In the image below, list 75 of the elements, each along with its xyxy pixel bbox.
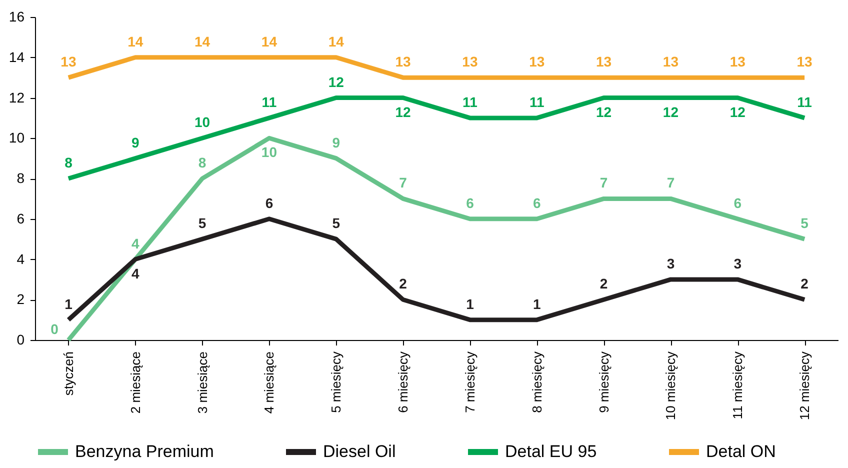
data-label: 12 xyxy=(596,104,612,120)
data-label: 13 xyxy=(596,54,612,70)
data-label: 14 xyxy=(328,33,344,50)
y-tick-label: 4 xyxy=(16,250,25,267)
data-label: 13 xyxy=(462,54,478,70)
data-label: 4 xyxy=(131,235,140,252)
legend-label: Benzyna Premium xyxy=(75,442,214,461)
data-label: 5 xyxy=(332,215,340,232)
data-label: 13 xyxy=(395,54,412,70)
data-label: 2 xyxy=(800,276,809,292)
y-tick-label: 0 xyxy=(16,332,25,348)
data-label: 11 xyxy=(797,94,812,110)
data-label: 2 xyxy=(600,276,608,292)
data-label: 12 xyxy=(395,104,412,120)
y-tick-label: 2 xyxy=(16,291,25,308)
data-label: 14 xyxy=(128,33,144,50)
x-tick-label: 11 miesięcy xyxy=(730,351,746,420)
y-tick-label: 14 xyxy=(8,48,25,65)
data-label: 2 xyxy=(399,276,408,292)
data-label: 12 xyxy=(328,74,344,90)
data-label: 8 xyxy=(64,154,73,170)
data-label: 3 xyxy=(666,255,675,272)
x-tick-label: 2 miesiące xyxy=(128,352,143,414)
x-tick-label: 12 miesięcy xyxy=(797,351,812,420)
x-tick-label: 5 miesięcy xyxy=(328,351,344,413)
x-tick-label: 10 miesięcy xyxy=(663,351,678,420)
line-series xyxy=(66,136,807,342)
data-label: 6 xyxy=(265,194,274,211)
x-tick-label: 6 miesięcy xyxy=(396,351,411,413)
line-series xyxy=(66,216,807,322)
x-tick-label: styczeń xyxy=(60,352,76,396)
data-label: 6 xyxy=(734,194,742,211)
x-tick-label: 3 miesiące xyxy=(194,352,210,414)
data-label: 11 xyxy=(462,94,478,110)
data-label: 1 xyxy=(532,296,541,312)
data-label: 13 xyxy=(662,54,679,70)
data-label: 3 xyxy=(734,255,742,272)
data-label: 10 xyxy=(261,144,278,160)
legend-label: Detal ON xyxy=(706,442,776,461)
y-tick-label: 16 xyxy=(8,8,25,24)
data-label: 14 xyxy=(261,33,278,50)
y-tick-label: 8 xyxy=(16,170,25,186)
x-tick-label: 8 miesięcy xyxy=(529,351,544,413)
x-tick-label: 4 miesiące xyxy=(262,352,277,414)
y-tick-label: 12 xyxy=(8,89,25,106)
y-tick-label: 10 xyxy=(8,130,25,146)
data-label: 0 xyxy=(50,321,59,337)
data-label: 13 xyxy=(60,54,76,70)
x-tick-label: 7 miesięcy xyxy=(462,351,478,413)
data-label: 7 xyxy=(600,174,608,191)
data-label: 11 xyxy=(529,94,544,110)
legend-label: Diesel Oil xyxy=(323,442,396,461)
data-label: 4 xyxy=(131,265,140,282)
data-label: 7 xyxy=(666,174,675,191)
data-label: 12 xyxy=(730,104,746,120)
data-label: 6 xyxy=(532,194,541,211)
data-label: 11 xyxy=(262,94,277,110)
data-label: 14 xyxy=(194,33,210,50)
data-label: 1 xyxy=(466,296,474,312)
y-tick-label: 6 xyxy=(16,210,25,226)
data-label: 9 xyxy=(332,134,340,150)
data-label: 13 xyxy=(730,54,746,70)
data-label: 13 xyxy=(796,54,813,70)
data-label: 13 xyxy=(529,54,545,70)
data-label: 5 xyxy=(198,215,206,232)
data-label: 12 xyxy=(662,104,679,120)
x-tick-label: 9 miesięcy xyxy=(596,351,612,413)
data-label: 8 xyxy=(198,154,206,170)
legend-label: Detal EU 95 xyxy=(505,442,597,461)
data-label: 10 xyxy=(194,114,210,130)
data-label: 6 xyxy=(466,194,474,211)
data-label: 5 xyxy=(800,215,809,232)
data-label: 9 xyxy=(131,134,140,150)
data-label: 7 xyxy=(399,174,408,191)
data-label: 1 xyxy=(64,296,73,312)
